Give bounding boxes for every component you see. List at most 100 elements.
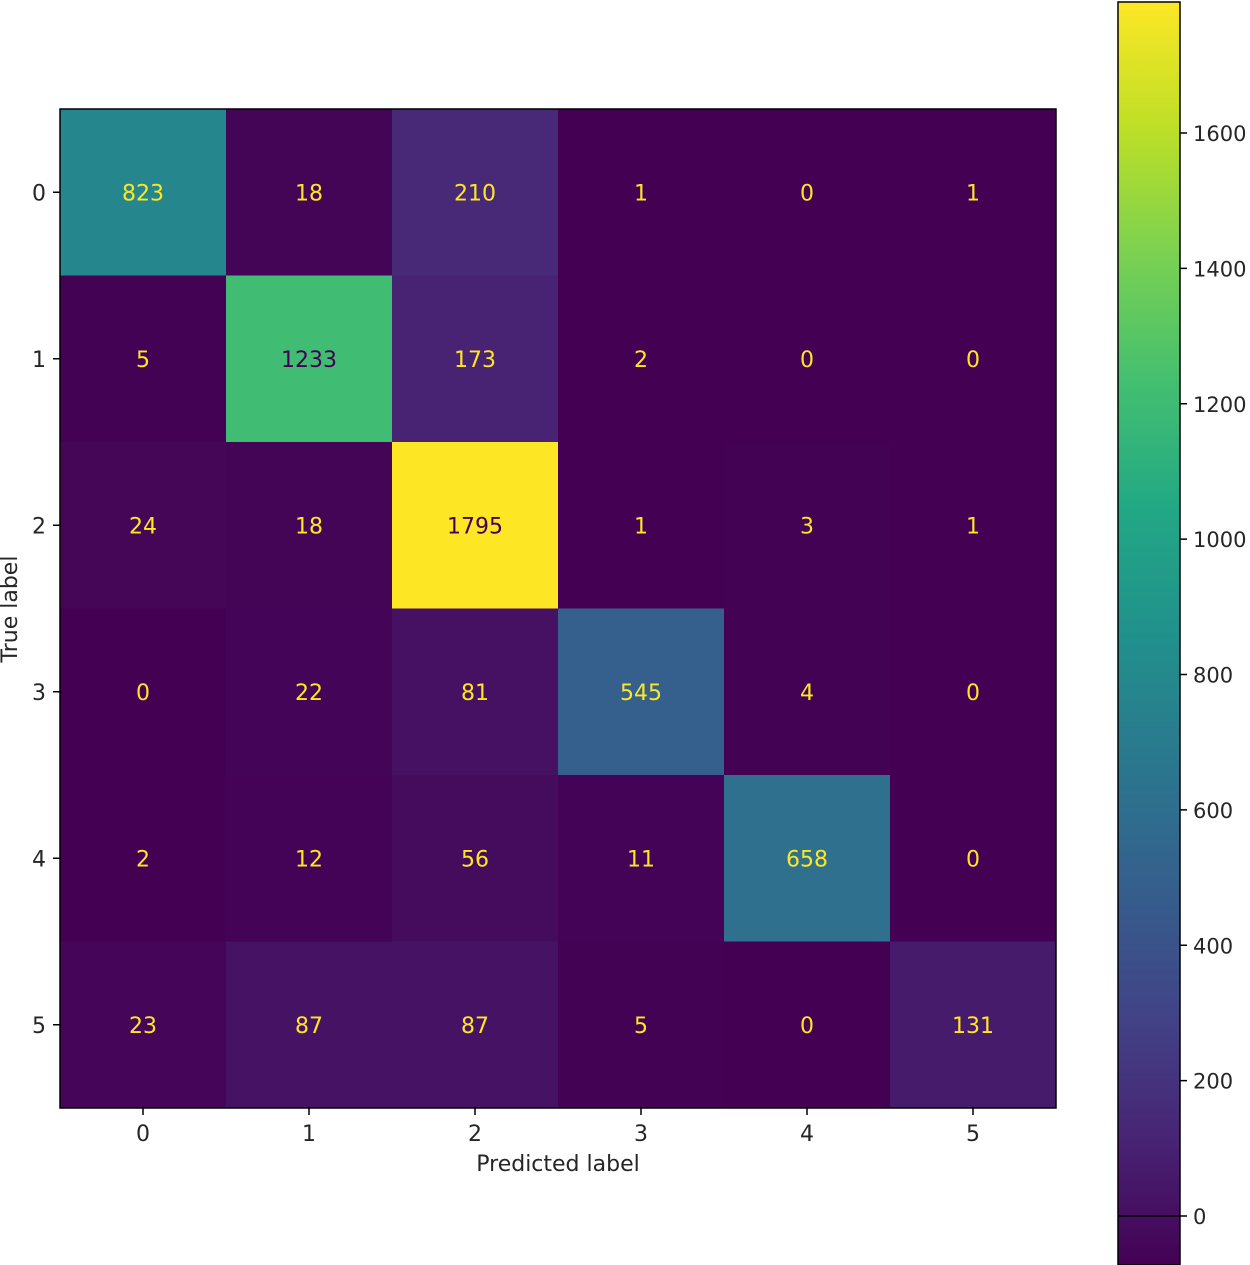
heatmap-cell-0-5: [890, 109, 1057, 276]
colorbar-gradient: [1118, 2, 1180, 1265]
x-axis-title: Predicted label: [476, 1152, 639, 1177]
heatmap-cell-1-0: [60, 275, 227, 443]
cell-value-4-0: 2: [136, 847, 150, 872]
heatmap-cell-2-1: [226, 442, 393, 609]
heatmap-cell-4-5: [890, 775, 1057, 942]
cell-value-0-0: 823: [122, 181, 164, 206]
colorbar-tick-label-2: 400: [1193, 934, 1233, 958]
cell-value-0-2: 210: [454, 181, 496, 206]
heatmap-cell-3-0: [60, 608, 227, 776]
heatmap-cell-5-1: [226, 941, 393, 1109]
cell-value-4-4: 658: [786, 847, 828, 872]
heatmap-cell-4-4: [724, 775, 891, 942]
cell-value-5-0: 23: [129, 1014, 157, 1039]
y-tick-label-5: 5: [32, 1014, 46, 1039]
heatmap-cell-1-1: [226, 275, 393, 443]
colorbar-tick-label-4: 800: [1193, 664, 1233, 688]
cell-value-0-5: 1: [966, 181, 980, 206]
x-axis-ticks: 0 1 2 3 4 5: [136, 1108, 980, 1147]
heatmap-cell-4-2: [392, 775, 559, 942]
cell-value-4-3: 11: [627, 847, 655, 872]
cell-value-2-2: 1795: [447, 514, 503, 539]
heatmap-cell-5-3: [558, 941, 725, 1109]
cell-value-2-3: 1: [634, 514, 648, 539]
heatmap-cell-3-5: [890, 608, 1057, 776]
heatmap-cell-0-0: [60, 109, 227, 276]
heatmap-cells: [60, 109, 1057, 1109]
heatmap-cell-2-2: [392, 442, 559, 609]
cell-value-3-0: 0: [136, 681, 150, 706]
cell-value-3-2: 81: [461, 681, 489, 706]
heatmap-cell-1-4: [724, 275, 891, 443]
colorbar-tick-label-0: 0: [1193, 1205, 1206, 1229]
x-tick-label-5: 5: [966, 1122, 980, 1147]
y-tick-label-3: 3: [32, 681, 46, 706]
heatmap-cell-5-2: [392, 941, 559, 1109]
cell-value-labels: 823 18 210 1 0 15 1233 173 2 0 024 18 1795 1 3 10 22 81 54…: [122, 181, 994, 1039]
heatmap-cell-1-5: [890, 275, 1057, 443]
cell-value-0-3: 1: [634, 181, 648, 206]
heatmap-cell-5-4: [724, 941, 891, 1109]
heatmap-cell-3-4: [724, 608, 891, 776]
cell-value-1-2: 173: [454, 348, 496, 373]
cell-value-5-1: 87: [295, 1014, 323, 1039]
cell-value-2-4: 3: [800, 514, 814, 539]
cell-value-3-3: 545: [620, 681, 662, 706]
cell-value-5-2: 87: [461, 1014, 489, 1039]
x-tick-label-4: 4: [800, 1122, 814, 1147]
heatmap-cell-2-3: [558, 442, 725, 609]
heatmap-cell-3-1: [226, 608, 393, 776]
heatmap-cell-3-3: [558, 608, 725, 776]
heatmap-cell-4-0: [60, 775, 227, 942]
heatmap-cell-1-3: [558, 275, 725, 443]
heatmap-cell-0-4: [724, 109, 891, 276]
cell-value-2-0: 24: [129, 514, 157, 539]
heatmap-cell-0-2: [392, 109, 559, 276]
y-axis-title: True label: [0, 556, 23, 664]
heatmap-cell-0-3: [558, 109, 725, 276]
x-tick-label-2: 2: [468, 1122, 482, 1147]
heatmap-cell-2-5: [890, 442, 1057, 609]
heatmap-cell-2-4: [724, 442, 891, 609]
y-tick-label-0: 0: [32, 181, 46, 206]
x-tick-label-3: 3: [634, 1122, 648, 1147]
heatmap-cell-0-1: [226, 109, 393, 276]
colorbar-frame: [1117, 1, 1181, 1265]
colorbar-tick-label-3: 600: [1193, 799, 1233, 823]
cell-value-1-5: 0: [966, 348, 980, 373]
colorbar-tick-label-6: 1200: [1193, 393, 1246, 417]
heatmap-cell-2-0: [60, 442, 227, 609]
cell-value-3-5: 0: [966, 681, 980, 706]
colorbar-tick-label-1: 200: [1193, 1070, 1233, 1094]
cell-value-1-3: 2: [634, 348, 648, 373]
cell-value-0-4: 0: [800, 181, 814, 206]
heatmap-cell-3-2: [392, 608, 559, 776]
heatmap-cell-5-0: [60, 941, 227, 1109]
cell-value-4-2: 56: [461, 847, 489, 872]
colorbar: 0 200 400 600 800 1000 1200 1400 1600: [1117, 1, 1246, 1265]
cell-value-4-5: 0: [966, 847, 980, 872]
cell-value-2-5: 1: [966, 514, 980, 539]
heatmap-cell-4-1: [226, 775, 393, 942]
x-tick-label-0: 0: [136, 1122, 150, 1147]
cell-value-1-1: 1233: [281, 348, 337, 373]
heatmap-cell-1-2: [392, 275, 559, 443]
cell-value-1-0: 5: [136, 348, 150, 373]
cell-value-3-1: 22: [295, 681, 323, 706]
cell-value-4-1: 12: [295, 847, 323, 872]
cell-value-5-5: 131: [952, 1014, 994, 1039]
heatmap-cell-5-5: [890, 941, 1057, 1109]
cell-value-3-4: 4: [800, 681, 814, 706]
cell-value-0-1: 18: [295, 181, 323, 206]
y-tick-label-4: 4: [32, 847, 46, 872]
colorbar-tick-label-7: 1400: [1193, 257, 1246, 281]
cell-value-5-4: 0: [800, 1014, 814, 1039]
cell-value-1-4: 0: [800, 348, 814, 373]
heatmap-cell-4-3: [558, 775, 725, 942]
colorbar-tick-label-5: 1000: [1193, 528, 1246, 552]
y-axis-ticks: 0 1 2 3 4 5: [32, 181, 60, 1039]
x-tick-label-1: 1: [302, 1122, 316, 1147]
cell-value-2-1: 18: [295, 514, 323, 539]
y-tick-label-2: 2: [32, 514, 46, 539]
